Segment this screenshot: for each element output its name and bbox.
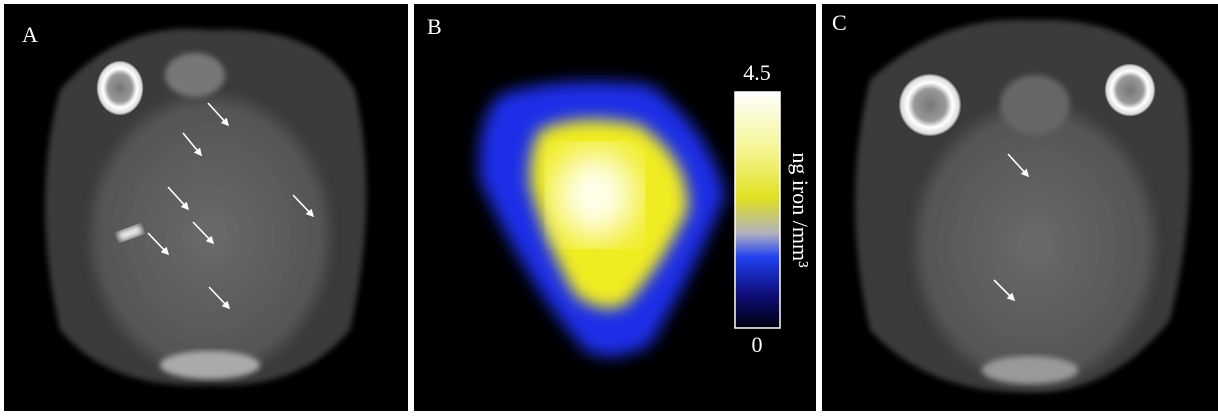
colorbar (735, 92, 780, 328)
panel-label: A (22, 22, 38, 47)
panel-label: B (427, 14, 442, 39)
colorbar-max: 4.5 (743, 60, 771, 85)
panel-a: A (4, 4, 408, 411)
colorbar-label: ng iron /mm³ (788, 152, 813, 268)
panel-b: 4.5 0 ng iron /mm³ B (414, 4, 816, 411)
panel-c: C (822, 4, 1218, 411)
colorbar-min: 0 (752, 332, 763, 357)
panel-label: C (832, 10, 847, 35)
figure: A 4.5 0 ng iron /mm³ B C (0, 0, 1218, 415)
